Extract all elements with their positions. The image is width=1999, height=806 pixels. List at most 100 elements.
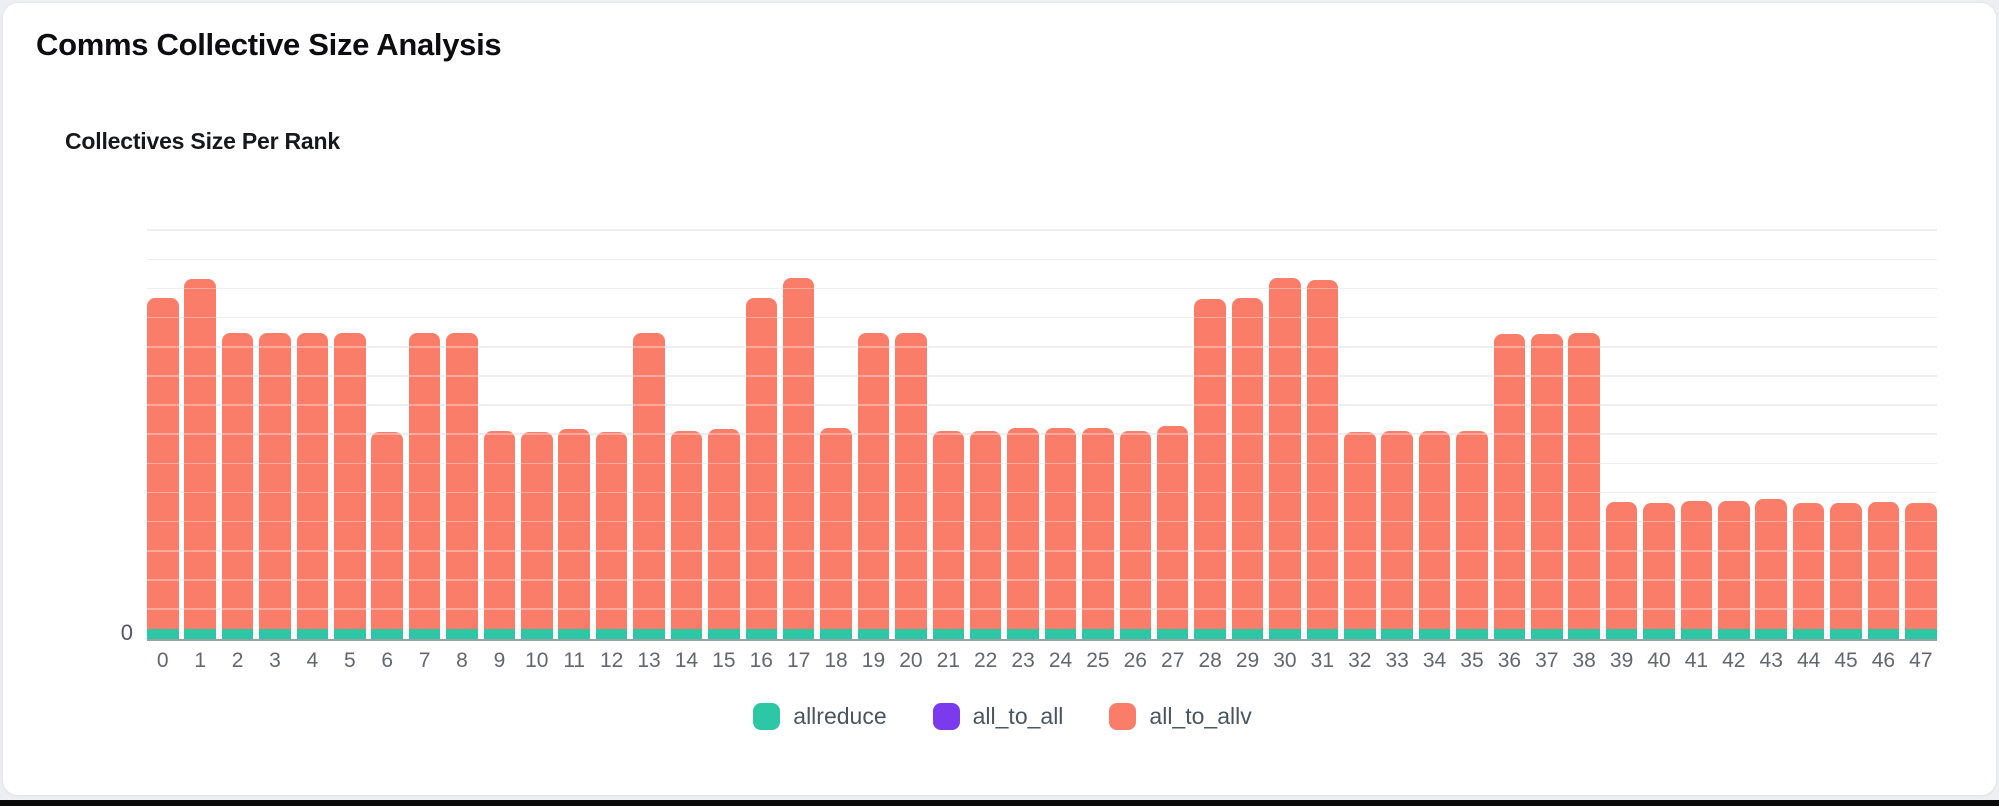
bar-segment-all_to_allv: [1867, 502, 1900, 629]
bar-segment-all_to_allv: [745, 297, 777, 629]
bar-rank-11[interactable]: [558, 429, 590, 639]
bar-segment-allreduce: [1269, 628, 1301, 639]
bar-segment-allreduce: [184, 628, 216, 639]
x-axis-label-29: 29: [1235, 649, 1260, 672]
bar-rank-10[interactable]: [521, 432, 553, 639]
legend-item-allreduce[interactable]: allreduce: [753, 703, 887, 730]
bottom-edge-strip: [0, 800, 1999, 806]
bar-rank-35[interactable]: [1456, 430, 1488, 639]
bar-rank-34[interactable]: [1418, 430, 1451, 639]
bar-segment-all_to_allv: [1381, 430, 1413, 629]
bar-rank-5[interactable]: [334, 332, 366, 639]
bar-rank-1[interactable]: [184, 279, 216, 639]
x-axis-label-45: 45: [1834, 649, 1858, 672]
legend-swatch-allreduce: [753, 703, 781, 730]
legend-label: allreduce: [793, 703, 887, 729]
bar-rank-44[interactable]: [1792, 503, 1825, 639]
bar-rank-47[interactable]: [1905, 503, 1937, 639]
x-axis-label-43: 43: [1759, 649, 1783, 672]
x-axis-label-36: 36: [1497, 649, 1522, 672]
gridline: [147, 229, 1937, 231]
bar-rank-22[interactable]: [969, 430, 1002, 639]
gridline: [147, 491, 1937, 494]
x-axis-label-22: 22: [974, 649, 998, 672]
bar-rank-16[interactable]: [745, 297, 777, 639]
bar-rank-14[interactable]: [670, 430, 703, 639]
bar-rank-15[interactable]: [708, 429, 740, 639]
x-axis-label-9: 9: [493, 649, 506, 672]
bar-rank-8[interactable]: [446, 332, 478, 639]
bar-rank-13[interactable]: [633, 332, 665, 639]
bar-segment-all_to_allv: [1531, 334, 1563, 629]
legend-item-all_to_allv[interactable]: all_to_allv: [1109, 703, 1252, 730]
gridline: [147, 608, 1937, 610]
bar-rank-3[interactable]: [259, 332, 291, 639]
bar-rank-20[interactable]: [895, 332, 927, 639]
bar-rank-24[interactable]: [1044, 427, 1077, 639]
bar-segment-all_to_allv: [1680, 500, 1713, 629]
bar-rank-46[interactable]: [1867, 502, 1900, 639]
bar-rank-42[interactable]: [1718, 500, 1750, 639]
bar-segment-allreduce: [1194, 628, 1226, 639]
chart-legend: allreduce all_to_all all_to_allv: [3, 703, 1999, 730]
bar-rank-6[interactable]: [371, 432, 403, 639]
bar-rank-17[interactable]: [782, 277, 815, 639]
bar-segment-allreduce: [1755, 628, 1787, 639]
bar-segment-allreduce: [1007, 628, 1039, 639]
bar-rank-27[interactable]: [1156, 426, 1189, 639]
bar-rank-37[interactable]: [1531, 334, 1563, 639]
bar-rank-30[interactable]: [1269, 277, 1301, 639]
x-axis-label-1: 1: [194, 649, 206, 672]
bar-rank-12[interactable]: [595, 432, 628, 639]
bar-rank-18[interactable]: [820, 427, 852, 639]
bar-segment-all_to_allv: [296, 332, 329, 629]
x-axis-label-33: 33: [1385, 649, 1409, 672]
bar-segment-allreduce: [1568, 628, 1600, 639]
bar-rank-45[interactable]: [1830, 503, 1862, 639]
bar-segment-allreduce: [932, 628, 965, 639]
bar-rank-7[interactable]: [408, 332, 441, 639]
bar-rank-19[interactable]: [857, 332, 890, 639]
bar-segment-all_to_allv: [1718, 500, 1750, 629]
bar-rank-36[interactable]: [1493, 334, 1526, 639]
bar-segment-all_to_allv: [446, 332, 478, 629]
bar-rank-33[interactable]: [1381, 430, 1413, 639]
bar-segment-all_to_allv: [969, 430, 1002, 629]
bar-segment-allreduce: [1231, 628, 1264, 639]
bar-segment-all_to_allv: [670, 430, 703, 629]
legend-item-all_to_all[interactable]: all_to_all: [932, 703, 1063, 730]
bar-rank-40[interactable]: [1643, 503, 1675, 639]
bar-segment-all_to_allv: [708, 429, 740, 629]
bar-rank-41[interactable]: [1680, 500, 1713, 639]
bar-segment-allreduce: [1156, 628, 1189, 639]
bar-rank-21[interactable]: [932, 430, 965, 639]
bar-rank-39[interactable]: [1605, 502, 1638, 639]
bar-rank-32[interactable]: [1344, 432, 1376, 639]
bar-segment-all_to_allv: [1493, 334, 1526, 629]
bar-rank-0[interactable]: [147, 297, 179, 639]
bar-rank-9[interactable]: [483, 430, 516, 639]
bar-rank-26[interactable]: [1119, 430, 1152, 639]
bar-rank-38[interactable]: [1568, 332, 1600, 639]
bar-segment-allreduce: [1082, 628, 1114, 639]
x-axis-label-20: 20: [899, 649, 923, 672]
x-axis-label-38: 38: [1572, 649, 1596, 672]
bar-rank-43[interactable]: [1755, 499, 1787, 639]
bar-rank-2[interactable]: [221, 332, 254, 639]
bar-rank-4[interactable]: [296, 332, 329, 639]
x-axis-label-41: 41: [1684, 649, 1709, 672]
bar-segment-allreduce: [1792, 628, 1825, 639]
bar-segment-all_to_allv: [147, 297, 179, 629]
gridline: [147, 579, 1937, 581]
legend-swatch-all_to_allv: [1109, 703, 1137, 730]
x-axis-label-4: 4: [306, 649, 319, 672]
bar-rank-25[interactable]: [1082, 427, 1114, 639]
bar-rank-23[interactable]: [1007, 427, 1039, 639]
bar-rank-28[interactable]: [1194, 299, 1226, 639]
chart-subtitle: Collectives Size Per Rank: [65, 128, 340, 154]
x-axis-label-15: 15: [712, 649, 736, 672]
x-axis-label-6: 6: [381, 649, 394, 672]
bar-segment-all_to_allv: [1605, 502, 1638, 629]
bar-rank-31[interactable]: [1306, 280, 1339, 639]
bar-rank-29[interactable]: [1231, 297, 1264, 639]
